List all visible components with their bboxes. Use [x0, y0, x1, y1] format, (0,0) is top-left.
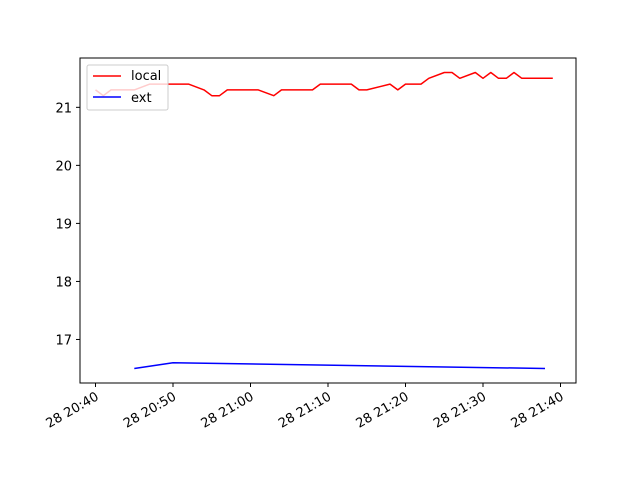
series-layer — [95, 71, 553, 370]
y-tick-label: 19 — [55, 217, 72, 232]
y-tick-label: 17 — [55, 333, 72, 348]
series-line-local — [95, 71, 553, 97]
legend-label-local: local — [131, 69, 161, 84]
legend-label-ext: ext — [131, 91, 152, 106]
legend: local ext — [86, 64, 169, 111]
y-tick-label: 21 — [55, 101, 72, 116]
y-axis: 17 18 19 20 21 — [55, 101, 80, 348]
y-tick-label: 18 — [55, 275, 72, 290]
series-line-ext — [134, 361, 546, 370]
y-tick-label: 20 — [55, 159, 72, 174]
